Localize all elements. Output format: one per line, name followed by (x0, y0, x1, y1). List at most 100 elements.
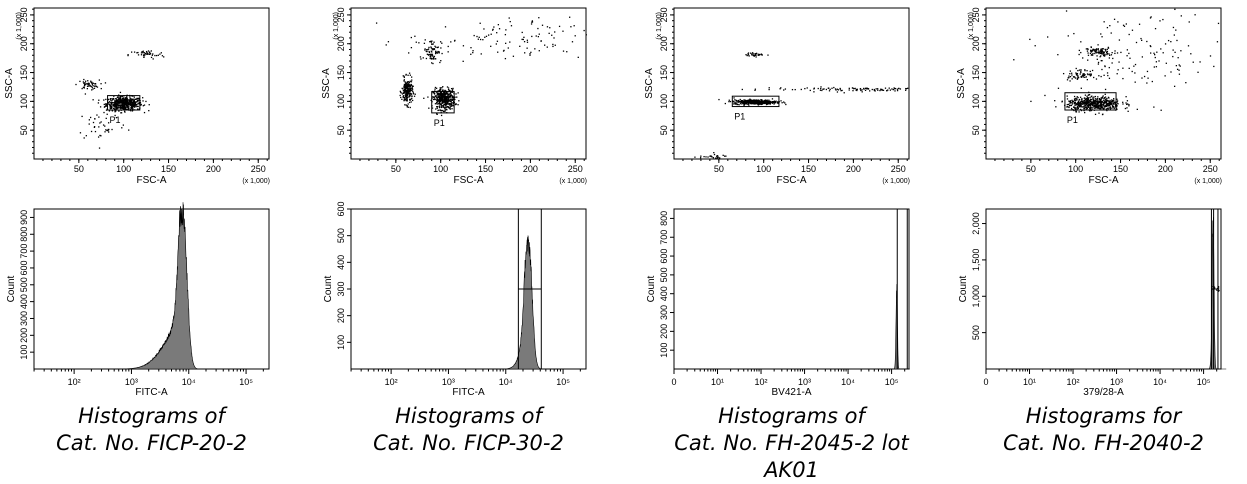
event-point (131, 98, 133, 100)
event-point (117, 96, 120, 98)
event-point (1175, 29, 1177, 31)
event-point (537, 35, 540, 38)
event-point (430, 50, 432, 52)
event-point (117, 100, 119, 103)
event-point (1155, 66, 1158, 68)
event-point (1057, 54, 1059, 56)
event-point (1113, 102, 1115, 105)
event-point (1087, 52, 1089, 54)
event-point (754, 53, 756, 55)
event-point (441, 102, 443, 104)
event-point (111, 102, 114, 104)
event-point (1102, 53, 1105, 55)
event-point (749, 101, 752, 104)
event-point (1096, 107, 1098, 109)
event-point (1103, 74, 1105, 76)
caption-line-1: Histograms for (1025, 404, 1182, 428)
event-point (711, 156, 713, 158)
event-point (445, 108, 447, 111)
event-point (430, 53, 432, 56)
event-point (1176, 39, 1178, 42)
event-point (148, 109, 150, 112)
event-point (114, 102, 116, 104)
event-point (125, 97, 127, 99)
event-point (448, 100, 450, 103)
event-point (88, 83, 90, 86)
event-point (1076, 96, 1078, 98)
event-point (1106, 105, 1108, 108)
event-point (1105, 98, 1107, 101)
event-point (83, 78, 85, 81)
event-point (112, 107, 115, 110)
event-point (442, 110, 445, 113)
event-point (1078, 102, 1080, 104)
event-point (766, 103, 769, 105)
event-point (1068, 77, 1070, 79)
event-point (758, 103, 761, 105)
histogram-frame (33, 208, 270, 370)
event-point (470, 53, 472, 55)
event-point (472, 51, 474, 54)
event-point (1073, 102, 1075, 105)
event-point (119, 95, 122, 98)
event-point (1066, 98, 1069, 100)
event-point (1080, 41, 1082, 43)
event-point (1097, 48, 1100, 50)
event-point (546, 26, 549, 28)
event-point (1085, 48, 1088, 50)
event-point (425, 50, 427, 53)
event-point (142, 50, 144, 52)
y-tick-label: 500 (971, 325, 981, 340)
event-point (84, 80, 87, 82)
event-point (791, 88, 794, 91)
event-point (405, 96, 408, 98)
event-point (446, 86, 449, 88)
event-point (478, 36, 480, 38)
event-point (418, 42, 420, 44)
event-point (1095, 78, 1098, 80)
event-point (1185, 82, 1187, 84)
event-point (1088, 94, 1090, 96)
event-point (1167, 39, 1170, 42)
event-point (98, 126, 100, 128)
event-point (428, 46, 430, 49)
event-point (139, 102, 142, 104)
event-point (1112, 57, 1114, 60)
event-point (1090, 95, 1093, 98)
event-point (1136, 108, 1138, 111)
histogram-4: 0 10¹ 10² 10³ 10⁴ 10⁵5001,0001,5002,000379/28… (958, 208, 1227, 398)
event-point (128, 103, 130, 105)
event-point (1102, 95, 1104, 97)
event-point (443, 93, 445, 95)
event-point (132, 95, 134, 97)
event-point (839, 87, 841, 90)
event-point (502, 50, 505, 52)
event-point (1097, 51, 1099, 53)
event-point (161, 55, 164, 57)
event-point (1089, 52, 1092, 55)
event-point (433, 41, 435, 43)
event-point (124, 103, 126, 106)
x-tick-label: 10² (1067, 377, 1080, 387)
x-tick-label: 10⁴ (499, 377, 513, 387)
event-point (446, 100, 449, 103)
event-point (531, 21, 534, 23)
event-point (1068, 104, 1071, 106)
event-point (1123, 25, 1126, 27)
event-point (881, 89, 883, 91)
caption-line-1: Histograms of (395, 404, 542, 428)
event-point (404, 89, 407, 91)
event-point (743, 100, 745, 103)
event-point (1088, 73, 1091, 75)
event-point (446, 97, 448, 100)
event-point (1176, 68, 1179, 71)
event-point (446, 103, 448, 106)
event-point (403, 99, 405, 101)
event-point (1128, 105, 1130, 107)
event-point (1099, 52, 1102, 55)
event-point (744, 102, 747, 105)
event-point (105, 129, 107, 131)
event-point (124, 99, 127, 101)
event-point (753, 54, 755, 57)
event-point (740, 103, 742, 105)
